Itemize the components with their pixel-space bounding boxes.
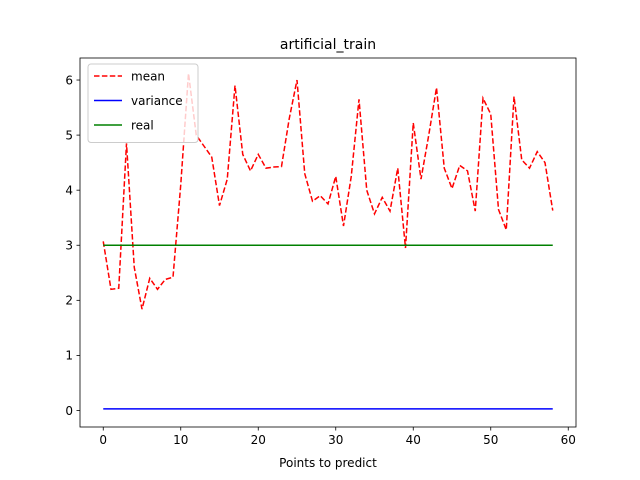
y-tick-label: 1	[65, 349, 73, 363]
y-tick-label: 0	[65, 404, 73, 418]
x-tick-label: 20	[251, 433, 266, 447]
plot-frame	[79, 57, 577, 428]
series-line-mean	[102, 73, 554, 310]
x-tick-label: 60	[561, 433, 576, 447]
x-tick-label: 10	[173, 433, 188, 447]
y-tick-label: 2	[65, 294, 73, 308]
y-tick-label: 5	[65, 128, 73, 142]
x-axis-label: Points to predict	[279, 456, 377, 470]
legend-label-variance: variance	[131, 94, 183, 108]
y-tick-label: 3	[65, 239, 73, 253]
y-tick-label: 6	[65, 73, 73, 87]
x-axis: 0 10 20 30 40 50 60	[99, 427, 576, 447]
x-tick-label: 40	[406, 433, 421, 447]
legend-label-mean: mean	[131, 69, 165, 83]
legend: mean variance real	[87, 63, 199, 143]
x-tick-label: 0	[99, 433, 107, 447]
plot-area	[102, 73, 554, 410]
y-axis: 0 1 2 3 4 5 6	[65, 73, 80, 418]
legend-label-real: real	[131, 118, 154, 132]
legend-box	[87, 63, 199, 143]
x-tick-label: 30	[328, 433, 343, 447]
x-tick-label: 50	[483, 433, 498, 447]
chart-title: artificial_train	[280, 37, 376, 53]
y-tick-label: 4	[65, 183, 73, 197]
